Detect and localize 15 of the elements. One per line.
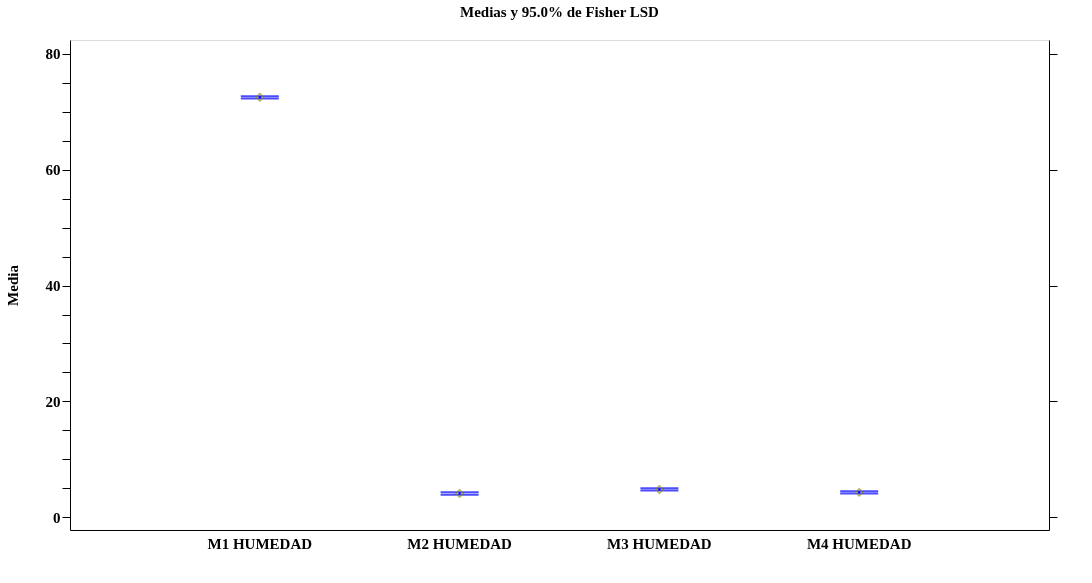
x-tick-label: M3 HUMEDAD	[607, 535, 712, 552]
point	[255, 92, 265, 102]
y-tick-label: 80	[45, 46, 61, 63]
y-tick-label: 20	[45, 393, 61, 410]
point	[654, 484, 664, 494]
x-tick-label: M2 HUMEDAD	[407, 535, 513, 552]
point	[455, 489, 465, 498]
y-tick-label: 40	[45, 278, 61, 295]
x-tick-label: M4 HUMEDAD	[806, 535, 912, 552]
chart-title: Medias y 95.0% de Fisher LSD	[460, 4, 660, 20]
y-tick-label: 0	[53, 509, 61, 526]
y-axis-title: Media	[4, 264, 21, 306]
y-tick-label: 60	[45, 162, 61, 179]
x-tick-label: M1 HUMEDAD	[207, 535, 313, 552]
point	[854, 487, 864, 497]
